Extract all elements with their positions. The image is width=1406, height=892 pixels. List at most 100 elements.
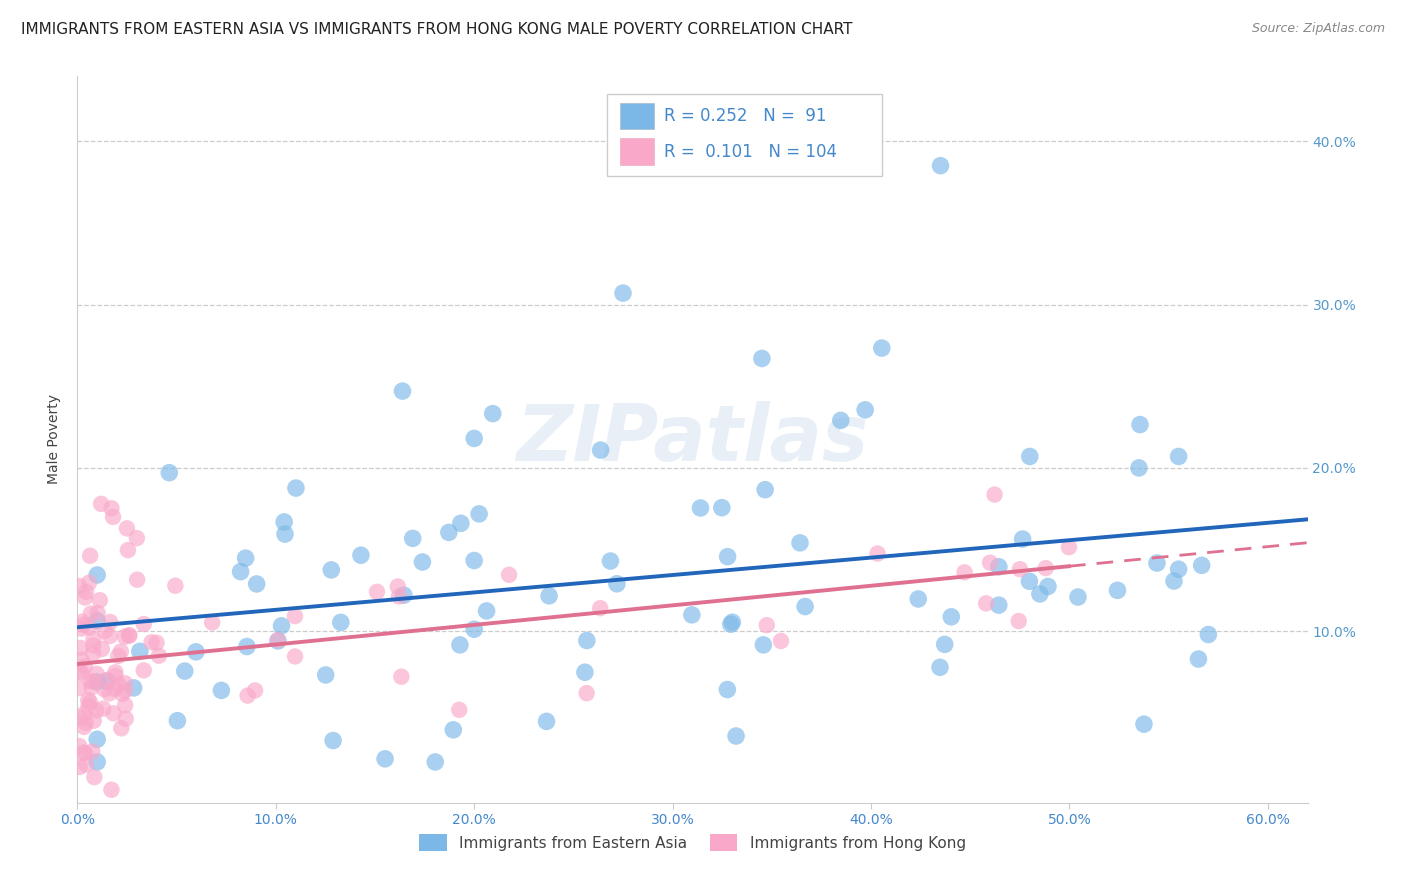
- Point: [86, 703, 108, 717]
- Point: [1133, 717, 1156, 731]
- Point: [599, 554, 621, 568]
- Point: [870, 341, 893, 355]
- Point: [751, 351, 773, 366]
- Point: [710, 500, 733, 515]
- Point: [67, 681, 90, 695]
- Point: [77, 575, 100, 590]
- Point: [70, 653, 93, 667]
- Point: [1167, 450, 1189, 464]
- Legend: Immigrants from Eastern Asia, Immigrants from Hong Kong: Immigrants from Eastern Asia, Immigrants…: [413, 828, 972, 857]
- Point: [201, 615, 224, 630]
- Text: ZIPatlas: ZIPatlas: [516, 401, 869, 477]
- Point: [449, 638, 471, 652]
- Point: [141, 635, 163, 649]
- Point: [86, 674, 108, 689]
- Point: [284, 481, 307, 495]
- Point: [117, 543, 139, 558]
- Point: [104, 669, 127, 683]
- Point: [1107, 583, 1129, 598]
- Point: [83, 632, 105, 647]
- Point: [720, 617, 742, 632]
- Point: [987, 559, 1010, 574]
- Point: [983, 487, 1005, 501]
- Point: [86, 732, 108, 747]
- Point: [104, 665, 127, 680]
- Point: [165, 579, 187, 593]
- Point: [907, 591, 929, 606]
- Point: [73, 745, 96, 759]
- Point: [243, 683, 266, 698]
- Point: [1146, 556, 1168, 570]
- Point: [575, 686, 598, 700]
- Point: [114, 698, 136, 713]
- Point: [75, 584, 97, 599]
- Point: [77, 693, 100, 707]
- Point: [1008, 614, 1031, 628]
- Point: [98, 686, 121, 700]
- Point: [388, 590, 411, 604]
- Point: [246, 577, 269, 591]
- Point: [90, 497, 112, 511]
- Point: [100, 501, 122, 516]
- Point: [125, 531, 148, 545]
- Point: [70, 615, 93, 629]
- Point: [118, 629, 141, 643]
- Point: [754, 483, 776, 497]
- Point: [789, 536, 811, 550]
- Point: [329, 615, 352, 630]
- Point: [575, 633, 598, 648]
- Point: [1197, 627, 1219, 641]
- Point: [80, 674, 103, 689]
- Point: [1035, 561, 1057, 575]
- Point: [1191, 558, 1213, 573]
- Point: [755, 618, 778, 632]
- Text: R = 0.252   N =  91: R = 0.252 N = 91: [664, 107, 827, 125]
- Point: [114, 676, 136, 690]
- Point: [111, 687, 134, 701]
- Point: [94, 624, 117, 639]
- Point: [67, 739, 90, 753]
- Point: [1187, 652, 1209, 666]
- Point: [132, 663, 155, 677]
- Point: [70, 665, 93, 680]
- Point: [350, 548, 373, 562]
- Point: [315, 668, 337, 682]
- Point: [83, 714, 105, 728]
- Y-axis label: Male Poverty: Male Poverty: [48, 394, 62, 484]
- Point: [441, 723, 464, 737]
- Point: [1029, 587, 1052, 601]
- Point: [1036, 580, 1059, 594]
- Point: [1128, 461, 1150, 475]
- Point: [941, 610, 963, 624]
- Point: [769, 634, 792, 648]
- Point: [934, 637, 956, 651]
- Point: [953, 566, 976, 580]
- Point: [209, 683, 232, 698]
- Point: [69, 760, 91, 774]
- Point: [721, 615, 744, 630]
- Point: [1011, 532, 1033, 546]
- Point: [69, 711, 91, 725]
- Point: [481, 407, 503, 421]
- Point: [127, 573, 149, 587]
- Point: [402, 532, 425, 546]
- Point: [498, 567, 520, 582]
- Point: [716, 549, 738, 564]
- Point: [89, 593, 111, 607]
- Point: [724, 729, 747, 743]
- Point: [72, 707, 94, 722]
- Point: [589, 601, 612, 615]
- Point: [157, 466, 180, 480]
- Point: [122, 681, 145, 695]
- Point: [468, 507, 491, 521]
- Point: [128, 644, 150, 658]
- Point: [75, 747, 97, 761]
- Point: [110, 721, 132, 735]
- Point: [538, 589, 561, 603]
- Point: [86, 614, 108, 628]
- Point: [114, 630, 136, 644]
- Point: [589, 443, 612, 458]
- Point: [173, 664, 195, 678]
- Point: [449, 703, 471, 717]
- Point: [463, 432, 485, 446]
